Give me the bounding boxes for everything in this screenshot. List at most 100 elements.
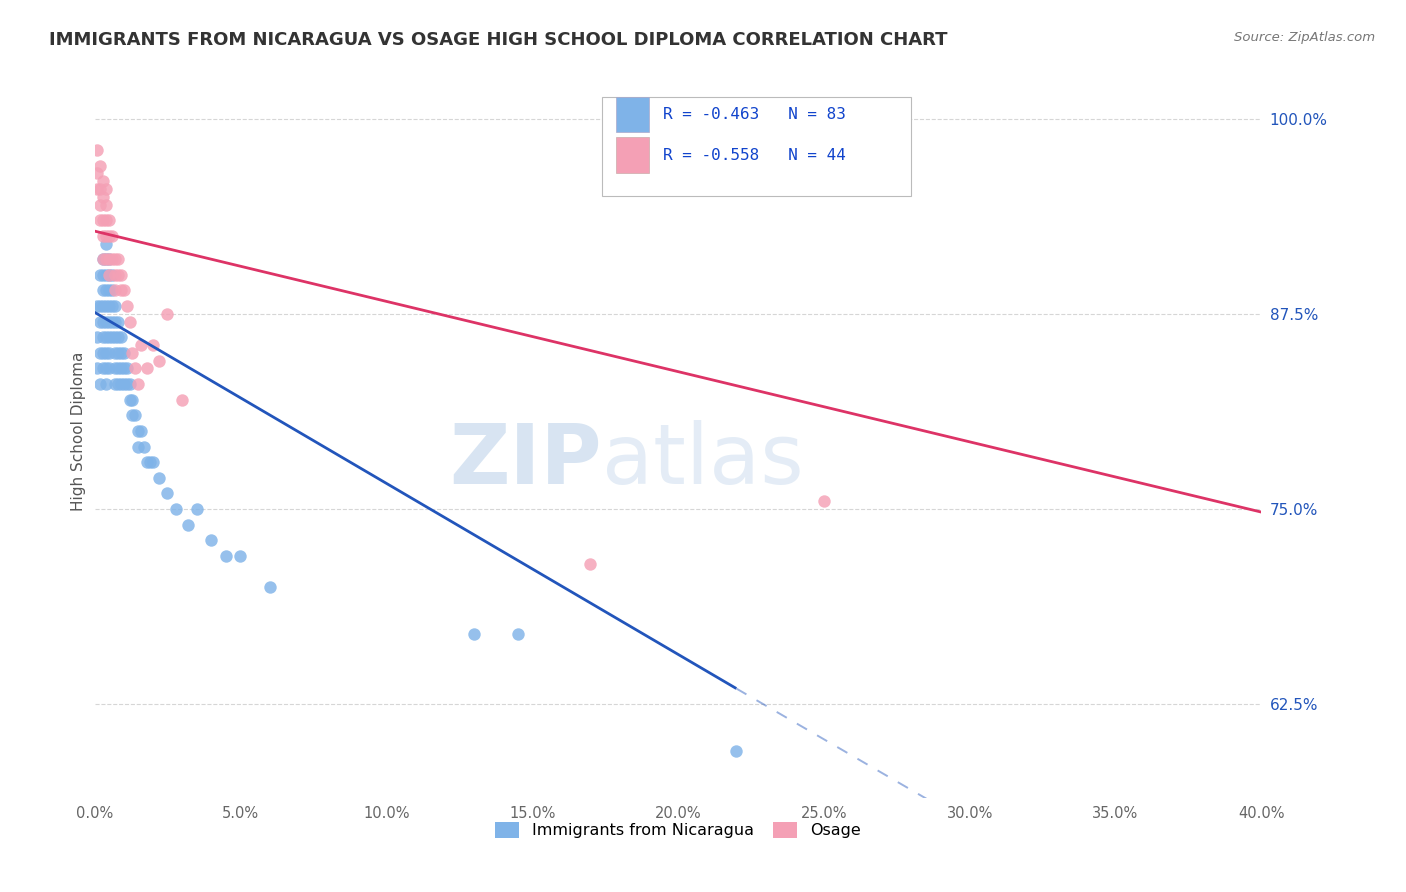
Point (91, 346, 114, 360)
Point (110, 268, 132, 282)
Point (112, 346, 135, 360)
Point (118, 392, 141, 407)
Point (98, 213, 121, 227)
Point (89, 159, 111, 173)
Point (129, 424, 152, 438)
Point (200, 533, 222, 548)
Point (89, 197, 111, 211)
Text: atlas: atlas (602, 420, 804, 500)
Point (86, 299, 108, 313)
Point (107, 361, 129, 376)
Point (215, 549, 238, 563)
Point (91, 174, 114, 188)
Point (98, 228, 121, 243)
Point (115, 361, 138, 376)
Point (129, 338, 152, 352)
Text: Source: ZipAtlas.com: Source: ZipAtlas.com (1234, 31, 1375, 45)
Point (96, 268, 118, 282)
Point (139, 455, 162, 469)
Point (115, 377, 138, 392)
Point (96, 236, 118, 251)
Point (104, 330, 127, 344)
Point (136, 361, 159, 376)
Point (725, 744, 748, 758)
Point (91, 361, 114, 376)
Point (104, 299, 127, 313)
Point (127, 424, 149, 438)
Point (107, 377, 129, 392)
Point (86, 182, 108, 196)
Point (89, 299, 111, 313)
Point (96, 252, 118, 267)
Point (104, 361, 127, 376)
Point (136, 455, 159, 469)
Point (177, 517, 200, 532)
Point (89, 346, 111, 360)
Point (112, 284, 135, 298)
FancyBboxPatch shape (616, 137, 648, 173)
Text: R = -0.558   N = 44: R = -0.558 N = 44 (662, 147, 845, 162)
Point (96, 299, 118, 313)
Point (96, 197, 118, 211)
Point (89, 268, 111, 282)
Point (96, 213, 118, 227)
Point (91, 315, 114, 329)
Point (91, 228, 114, 243)
Point (101, 315, 124, 329)
Point (112, 361, 135, 376)
Text: IMMIGRANTS FROM NICARAGUA VS OSAGE HIGH SCHOOL DIPLOMA CORRELATION CHART: IMMIGRANTS FROM NICARAGUA VS OSAGE HIGH … (49, 31, 948, 49)
Point (107, 315, 129, 329)
Point (101, 268, 124, 282)
Y-axis label: High School Diploma: High School Diploma (72, 351, 86, 510)
Point (101, 228, 124, 243)
Point (186, 502, 208, 516)
Point (156, 307, 179, 321)
Point (104, 268, 127, 282)
Point (156, 486, 179, 500)
Text: R = -0.463   N = 83: R = -0.463 N = 83 (662, 107, 845, 122)
Point (98, 361, 121, 376)
Point (229, 549, 252, 563)
Point (148, 471, 170, 485)
Point (86, 166, 108, 180)
Point (89, 182, 111, 196)
Point (463, 627, 485, 641)
Point (813, 494, 835, 508)
Point (96, 228, 118, 243)
Point (579, 557, 602, 571)
Point (98, 268, 121, 282)
Point (89, 213, 111, 227)
Point (104, 377, 127, 392)
Point (86, 361, 108, 376)
Point (96, 330, 118, 344)
Point (98, 284, 121, 298)
Point (110, 330, 132, 344)
Point (124, 409, 146, 423)
Point (96, 182, 118, 196)
Point (98, 299, 121, 313)
Point (148, 353, 170, 368)
FancyBboxPatch shape (602, 97, 911, 196)
Point (107, 346, 129, 360)
Point (89, 315, 111, 329)
Point (118, 377, 141, 392)
Point (121, 346, 143, 360)
Point (110, 361, 132, 376)
Point (91, 330, 114, 344)
Point (118, 315, 141, 329)
Point (91, 190, 114, 204)
Point (101, 284, 124, 298)
Point (96, 315, 118, 329)
Point (91, 252, 114, 267)
Point (142, 338, 165, 352)
Point (165, 502, 187, 516)
Point (98, 330, 121, 344)
Point (96, 361, 118, 376)
Point (91, 252, 114, 267)
Point (172, 392, 194, 407)
FancyBboxPatch shape (616, 97, 648, 132)
Point (134, 440, 156, 454)
Point (104, 252, 127, 267)
Point (104, 315, 127, 329)
Legend: Immigrants from Nicaragua, Osage: Immigrants from Nicaragua, Osage (489, 816, 868, 845)
